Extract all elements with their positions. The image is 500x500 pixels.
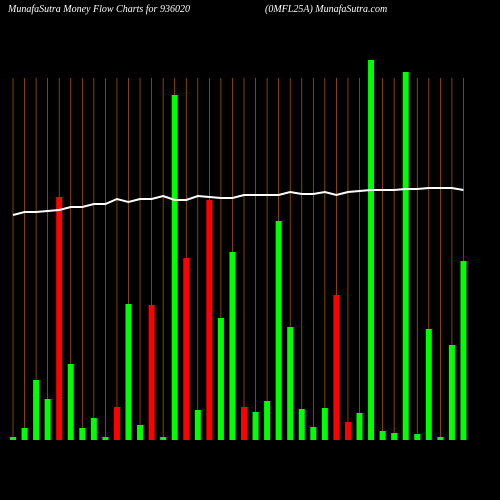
bar	[298, 409, 305, 440]
bar	[194, 410, 201, 440]
bar	[90, 418, 97, 440]
bar	[229, 252, 236, 440]
chart-subtitle: (0MFL25A) MunafaSutra.com	[265, 4, 387, 15]
bar	[183, 258, 190, 440]
bar	[310, 427, 317, 440]
bar	[67, 364, 74, 440]
bar	[113, 407, 120, 440]
bar	[275, 221, 282, 440]
bar	[148, 305, 155, 440]
bar	[333, 295, 340, 440]
bar	[33, 380, 40, 440]
bar	[391, 433, 398, 440]
bar	[287, 327, 294, 440]
bar	[10, 437, 16, 440]
bar	[79, 428, 86, 440]
bar	[344, 422, 351, 440]
bar	[241, 407, 247, 440]
bar	[56, 197, 63, 440]
bar	[44, 399, 51, 440]
chart-title: MunafaSutra Money Flow Charts for 936020	[7, 4, 190, 15]
bar	[264, 401, 271, 440]
bar	[379, 431, 386, 440]
bar	[160, 437, 167, 440]
bar	[171, 95, 178, 440]
bar	[437, 437, 444, 440]
bar	[356, 413, 363, 440]
bar	[425, 329, 432, 440]
bar	[217, 318, 224, 440]
bar	[252, 412, 259, 440]
bar	[206, 200, 213, 440]
bar	[448, 345, 455, 440]
bar	[368, 60, 375, 440]
bar	[321, 408, 328, 440]
bar	[402, 72, 409, 440]
bar	[125, 304, 132, 440]
bar	[414, 434, 421, 440]
bar	[137, 425, 144, 440]
bar	[102, 437, 109, 440]
bar	[21, 428, 28, 440]
money-flow-line	[12, 187, 464, 216]
bar	[460, 261, 467, 440]
